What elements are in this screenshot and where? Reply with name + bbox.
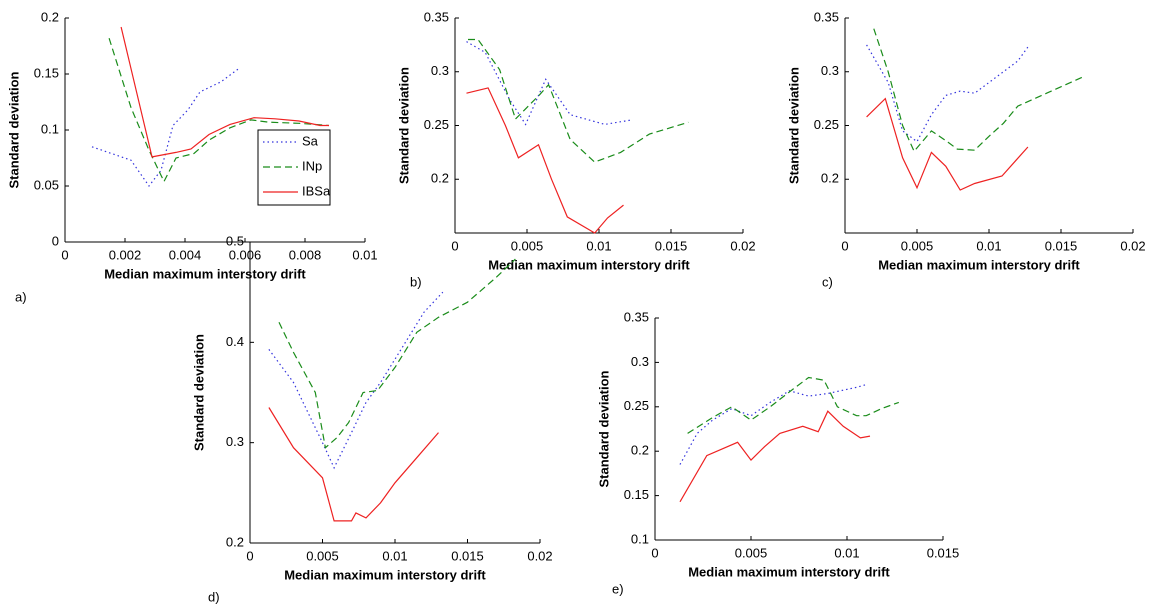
y-tick-label: 0.2 [226, 534, 244, 549]
y-axis-label: Standard deviation [6, 71, 21, 188]
panel-label: a) [15, 289, 27, 304]
y-axis-label: Standard deviation [596, 370, 611, 487]
y-tick-label: 0.2 [41, 9, 59, 24]
y-axis-label: Standard deviation [396, 67, 411, 184]
y-axis-label: Standard deviation [786, 67, 801, 184]
x-tick-label: 0.02 [527, 548, 552, 563]
y-tick-label: 0.4 [226, 334, 244, 349]
x-tick-label: 0.02 [730, 238, 755, 253]
y-tick-label: 0.3 [821, 63, 839, 78]
x-tick-label: 0.005 [901, 238, 934, 253]
panel-label: e) [612, 581, 624, 596]
x-tick-label: 0 [841, 238, 848, 253]
y-tick-label: 0.2 [631, 443, 649, 458]
x-tick-label: 0.015 [655, 238, 688, 253]
y-tick-label: 0.05 [34, 177, 59, 192]
x-tick-label: 0.015 [1045, 238, 1078, 253]
panel-label: d) [208, 589, 220, 604]
series-line [687, 376, 900, 434]
series-line [108, 38, 330, 183]
x-tick-label: 0.008 [289, 247, 322, 262]
series-line [873, 28, 1083, 153]
x-axis-label: Median maximum interstory drift [104, 266, 306, 281]
series-line [466, 87, 624, 234]
x-tick-label: 0 [651, 545, 658, 560]
x-tick-label: 0.015 [451, 548, 484, 563]
y-tick-label: 0.35 [424, 9, 449, 24]
y-tick-label: 0.15 [624, 487, 649, 502]
y-tick-label: 0.15 [34, 65, 59, 80]
x-tick-label: 0.005 [306, 548, 339, 563]
y-tick-label: 0.3 [226, 434, 244, 449]
y-tick-label: 0.25 [424, 117, 449, 132]
y-tick-label: 0.35 [624, 309, 649, 324]
legend-label: INp [302, 158, 322, 173]
x-tick-label: 0.005 [735, 545, 768, 560]
series-line [268, 407, 439, 522]
y-tick-label: 0 [52, 233, 59, 248]
x-axis-label: Median maximum interstory drift [488, 257, 690, 272]
x-tick-label: 0.002 [109, 247, 142, 262]
x-tick-label: 0.015 [927, 545, 960, 560]
x-tick-label: 0.01 [976, 238, 1001, 253]
legend-label: Sa [302, 133, 319, 148]
x-tick-label: 0.02 [1120, 238, 1145, 253]
x-tick-label: 0.004 [169, 247, 202, 262]
x-tick-label: 0.01 [352, 247, 377, 262]
y-tick-label: 0.5 [226, 233, 244, 248]
series-line [278, 258, 516, 449]
series-line [468, 38, 689, 163]
series-line [91, 67, 240, 188]
x-tick-label: 0.01 [382, 548, 407, 563]
series-line [866, 44, 1029, 143]
x-tick-label: 0 [246, 548, 253, 563]
series-line [679, 410, 871, 503]
x-tick-label: 0.005 [511, 238, 544, 253]
y-tick-label: 0.2 [821, 171, 839, 186]
series-line [679, 384, 867, 465]
series-line [120, 26, 329, 158]
y-tick-label: 0.1 [631, 531, 649, 546]
x-tick-label: 0.01 [834, 545, 859, 560]
y-axis-label: Standard deviation [191, 334, 206, 451]
panel-label: b) [410, 274, 422, 289]
legend-label: IBSa [302, 183, 331, 198]
x-axis-label: Median maximum interstory drift [688, 564, 890, 579]
panel-label: c) [822, 274, 833, 289]
x-axis-label: Median maximum interstory drift [878, 257, 1080, 272]
x-tick-label: 0 [451, 238, 458, 253]
y-tick-label: 0.25 [624, 398, 649, 413]
series-line [466, 41, 631, 126]
x-tick-label: 0.01 [586, 238, 611, 253]
y-tick-label: 0.35 [814, 9, 839, 24]
x-tick-label: 0.006 [229, 247, 262, 262]
series-line [268, 291, 444, 470]
y-tick-label: 0.3 [631, 354, 649, 369]
y-tick-label: 0.25 [814, 117, 839, 132]
y-tick-label: 0.2 [431, 171, 449, 186]
y-tick-label: 0.3 [431, 63, 449, 78]
x-tick-label: 0 [61, 247, 68, 262]
y-tick-label: 0.1 [41, 121, 59, 136]
series-line [866, 97, 1029, 191]
x-axis-label: Median maximum interstory drift [284, 567, 486, 582]
